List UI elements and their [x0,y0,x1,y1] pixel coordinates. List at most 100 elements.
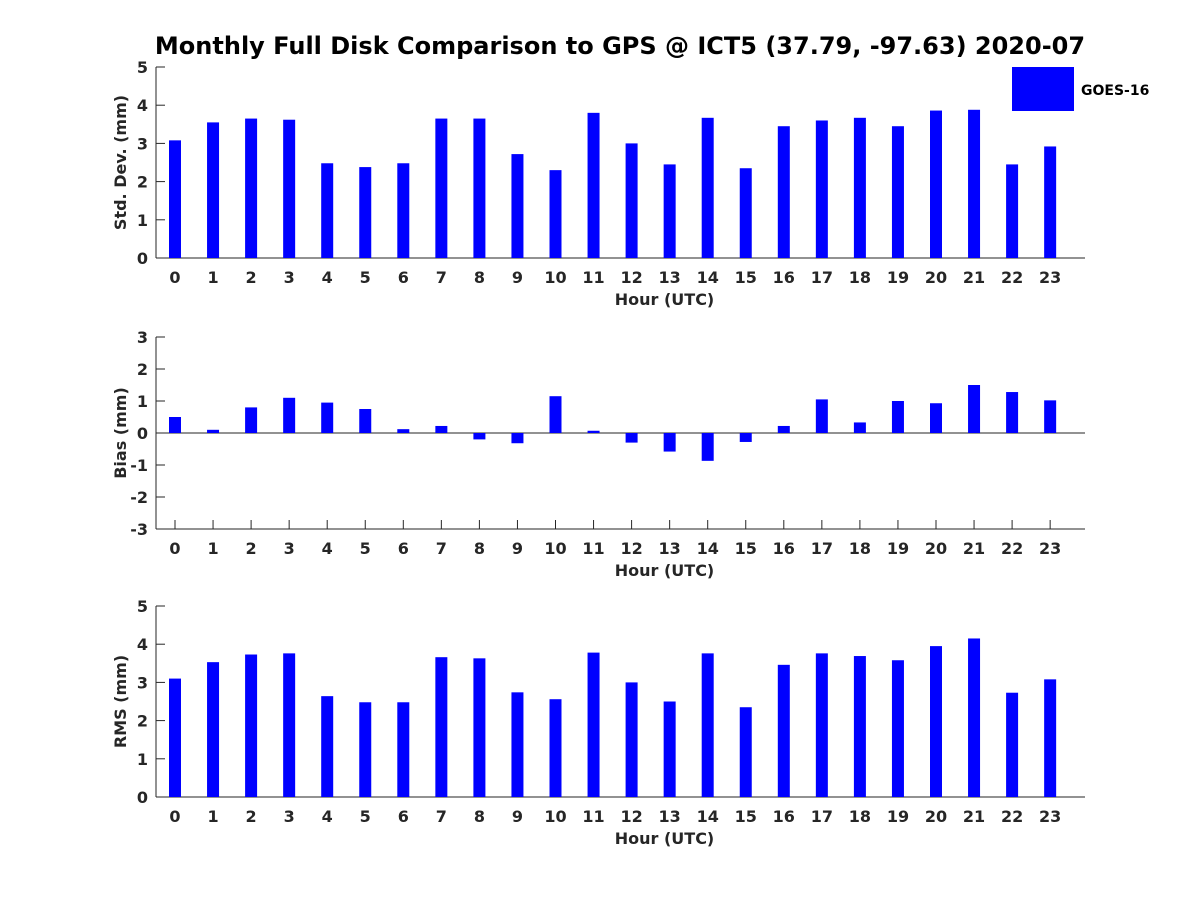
x-tick-label: 14 [697,807,719,826]
x-tick-label: 21 [963,807,985,826]
x-tick-label: 14 [697,268,719,287]
x-tick-label: 17 [811,539,833,558]
y-tick-label: 2 [137,712,148,731]
y-axis-label: Std. Dev. (mm) [111,95,130,230]
bar [359,167,372,258]
y-axis-label: RMS (mm) [111,655,130,748]
x-tick-label: 18 [849,539,871,558]
bar [663,433,676,452]
x-tick-label: 22 [1001,539,1023,558]
bar [777,126,790,259]
y-tick-label: -1 [130,456,148,475]
x-tick-label: 6 [398,807,409,826]
x-tick-label: 5 [360,539,371,558]
x-tick-label: 3 [284,268,295,287]
x-tick-label: 16 [773,539,795,558]
x-tick-label: 2 [246,539,257,558]
x-tick-label: 5 [360,807,371,826]
x-axis-label: Hour (UTC) [615,561,715,580]
x-tick-label: 8 [474,807,485,826]
bar [930,403,942,433]
y-tick-label: 3 [137,134,148,153]
bar [853,422,866,433]
y-tick-label: 2 [137,360,148,379]
x-tick-label: 23 [1039,268,1061,287]
chart-title: Monthly Full Disk Comparison to GPS @ IC… [155,32,1085,60]
bar [1006,164,1019,258]
x-tick-label: 11 [582,807,604,826]
x-tick-label: 22 [1001,268,1023,287]
y-tick-label: 1 [137,392,148,411]
x-tick-label: 12 [620,807,642,826]
x-axis-label: Hour (UTC) [615,829,715,848]
bar [245,407,258,433]
x-tick-label: 13 [659,268,681,287]
bar [891,401,904,433]
bar [549,699,562,797]
bar [207,429,220,433]
x-tick-label: 21 [963,539,985,558]
bar [473,118,486,258]
bar [968,385,981,433]
x-tick-label: 2 [246,807,257,826]
x-tick-label: 15 [735,268,757,287]
x-tick-label: 0 [169,539,180,558]
bar [245,654,258,797]
x-tick-label: 9 [512,539,523,558]
y-tick-label: 4 [137,96,148,115]
x-tick-label: 13 [659,539,681,558]
bar [777,425,790,433]
x-tick-label: 15 [735,539,757,558]
y-tick-label: 4 [137,635,148,654]
x-tick-label: 3 [284,807,295,826]
y-tick-label: 1 [137,750,148,769]
bar [435,118,448,258]
x-tick-label: 2 [246,268,257,287]
y-tick-label: -3 [130,520,148,539]
x-tick-label: 13 [659,807,681,826]
x-tick-label: 22 [1001,807,1023,826]
x-tick-label: 8 [474,539,485,558]
x-tick-label: 1 [207,539,218,558]
bar [739,433,752,442]
bar [815,399,828,433]
bar [397,163,410,258]
x-tick-label: 14 [697,539,719,558]
bar [701,117,714,258]
bar [435,657,448,797]
x-tick-label: 1 [207,807,218,826]
bar [739,707,752,797]
bar [1044,679,1057,797]
x-tick-label: 20 [925,807,947,826]
bar [1006,692,1019,797]
bar [587,112,600,258]
x-tick-label: 19 [887,539,909,558]
x-tick-label: 7 [436,539,447,558]
x-tick-label: 4 [322,268,333,287]
x-tick-label: 7 [436,807,447,826]
bar [587,652,600,797]
bar [473,658,486,797]
bar [435,425,448,433]
y-tick-label: 0 [137,249,148,268]
y-tick-label: 3 [137,328,148,347]
bar [891,126,904,259]
bar [169,140,181,258]
x-tick-label: 23 [1039,807,1061,826]
x-tick-label: 10 [544,539,566,558]
x-tick-label: 9 [512,807,523,826]
x-tick-label: 12 [620,268,642,287]
x-tick-label: 7 [436,268,447,287]
x-axis-label: Hour (UTC) [615,290,715,309]
x-tick-label: 16 [773,268,795,287]
x-tick-label: 4 [322,807,333,826]
legend: GOES-16 [1012,67,1149,111]
x-tick-label: 23 [1039,539,1061,558]
bar [207,662,220,797]
bar [511,154,524,258]
x-tick-label: 11 [582,539,604,558]
bar [930,646,942,797]
